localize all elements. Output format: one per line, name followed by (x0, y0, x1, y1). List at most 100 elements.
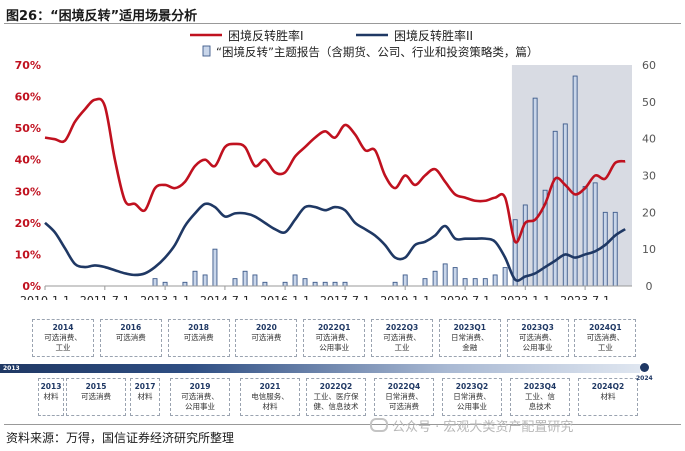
timeline-box-year: 2016 (120, 323, 142, 332)
legend: 困境反转胜率I 困境反转胜率II “困境反转”主题报告（含期货、公司、行业和投资策略… (190, 28, 538, 59)
bar (472, 278, 478, 287)
bar (572, 75, 578, 287)
timeline-top-box: 2023Q3 可选消费、 公用事业 (506, 319, 569, 357)
timeline-box-text: 可选消费、 工业 (383, 333, 421, 352)
timeline-top-box: 2016 可选消费 (99, 319, 162, 357)
top-divider (4, 23, 681, 24)
timeline-box-year: 2013 (40, 382, 62, 391)
timeline-top-box: 2022Q3 可选消费、 工业 (371, 319, 433, 357)
x-tick-label: 2014-7-1 (200, 294, 250, 300)
y-right-tick-label: 10 (642, 243, 656, 256)
timeline-box-text: 工业、信 息技术 (525, 392, 555, 411)
x-tick-label: 2019-1-1 (380, 294, 430, 300)
bar (292, 274, 298, 287)
bar (462, 278, 468, 287)
timeline-box-year: 2018 (188, 323, 210, 332)
timeline-box-year: 2022Q2 (319, 382, 353, 391)
bar (442, 263, 448, 287)
timeline-box-text: 可选消费、 公用事业 (315, 333, 353, 352)
timeline-box-text: 可选消费 (115, 333, 146, 342)
bar (492, 274, 498, 287)
bar (562, 123, 568, 287)
y-right-tick-label: 40 (642, 133, 656, 146)
timeline-box-text: 材料 (600, 392, 616, 401)
y-right-tick-label: 20 (642, 206, 656, 219)
timeline-box-text: 材料 (137, 392, 153, 401)
series-line-2 (44, 202, 626, 282)
timeline-bottom-box: 2019 可选消费、 公用事业 (170, 378, 230, 416)
bar (602, 211, 608, 287)
timeline-box-text: 可选消费、 公用事业 (181, 392, 219, 411)
watermark-text: 公众号 · 宏观大类资产配置研究 (392, 420, 574, 435)
wechat-icon (370, 418, 388, 432)
bar (202, 274, 208, 287)
bar (502, 267, 508, 287)
timeline-box-text: 日常消费、 可选消费 (385, 392, 423, 411)
timeline-top-box: 2020 可选消费 (235, 319, 298, 357)
timeline-box-year: 2022Q4 (387, 382, 421, 391)
timeline-bottom-box: 2021 电信服务、 材料 (240, 378, 300, 416)
y-left-tick-label: 30% (15, 185, 41, 198)
y-right-tick-label: 30 (642, 170, 656, 183)
x-tick-label: 2013-1-1 (140, 294, 190, 300)
bar (612, 211, 618, 287)
bar-series (152, 75, 618, 287)
timeline-box-year: 2023Q3 (521, 323, 554, 332)
axes: 0% 10% 20% 30% 40% 50% 60% 70% 0 10 20 30 40 50 60 2010… (15, 59, 656, 300)
timeline-bottom-box: 2023Q2 日常消费、 公用事业 (442, 378, 502, 416)
bar (322, 281, 328, 287)
y-left-tick-label: 40% (15, 154, 41, 167)
timeline-top-box: 2023Q1 日常消费、 金融 (438, 319, 501, 357)
timeline-box-year: 2022Q1 (317, 323, 351, 332)
bar (522, 204, 528, 287)
timeline-box-year: 2023Q2 (455, 382, 489, 391)
bar (422, 278, 428, 287)
timeline-box-year: 2023Q1 (453, 323, 487, 332)
timeline-box-year: 2024Q1 (589, 323, 622, 332)
timeline-box-text: 材料 (43, 392, 59, 401)
bar (432, 270, 438, 287)
bar (152, 278, 158, 287)
timeline-top-box: 2014 可选消费、 工业 (32, 319, 94, 357)
bar (582, 186, 588, 287)
y-left-tick-label: 10% (15, 248, 41, 261)
timeline-box-year: 2021 (259, 382, 281, 391)
x-tick-label: 2011-7-1 (80, 294, 130, 300)
timeline-box-text: 工业、医疗保 健、信息技术 (313, 392, 359, 411)
legend-swatch-bars (202, 45, 211, 57)
x-tick-label: 2016-1-1 (260, 294, 310, 300)
x-tick-label: 2022-1-1 (500, 294, 550, 300)
bar (402, 274, 408, 287)
timeline-box-text: 日常消费、 金融 (451, 333, 489, 352)
bar (232, 278, 238, 287)
legend-label-series1: 困境反转胜率I (228, 28, 304, 43)
bar (342, 281, 348, 287)
y-right-tick-label: 50 (642, 96, 656, 109)
timeline-bottom-box: 2023Q4 工业、信 息技术 (510, 378, 570, 416)
timeline-bar (0, 364, 640, 373)
bar (192, 270, 198, 287)
timeline-box-year: 2022Q3 (385, 323, 419, 332)
timeline-end-label: 2024 (636, 375, 653, 382)
bar (182, 281, 188, 287)
bar (332, 281, 338, 287)
timeline-box-text: 电信服务、 材料 (251, 392, 289, 411)
line-series (44, 97, 626, 282)
bar (482, 278, 488, 287)
bar (262, 281, 268, 287)
bar (302, 278, 308, 287)
timeline-top-box: 2018 可选消费 (167, 319, 230, 357)
timeline-box-text: 可选消费、 公用事业 (518, 333, 557, 352)
chart: 0% 10% 20% 30% 40% 50% 60% 70% 0 10 20 30 40 50 60 2010… (15, 28, 656, 300)
timeline-start-label: 2013 (3, 365, 20, 372)
timeline-box-year: 2015 (85, 382, 107, 391)
series-line-1 (44, 97, 626, 244)
bar (452, 267, 458, 287)
timeline-box-text: 日常消费、 公用事业 (453, 392, 491, 411)
bar (212, 248, 218, 287)
bar (242, 270, 248, 287)
timeline-bottom-box: 2024Q2 材料 (578, 378, 638, 416)
bar (282, 281, 288, 287)
bar (532, 97, 538, 287)
timeline-bottom-box: 2022Q2 工业、医疗保 健、信息技术 (306, 378, 366, 416)
